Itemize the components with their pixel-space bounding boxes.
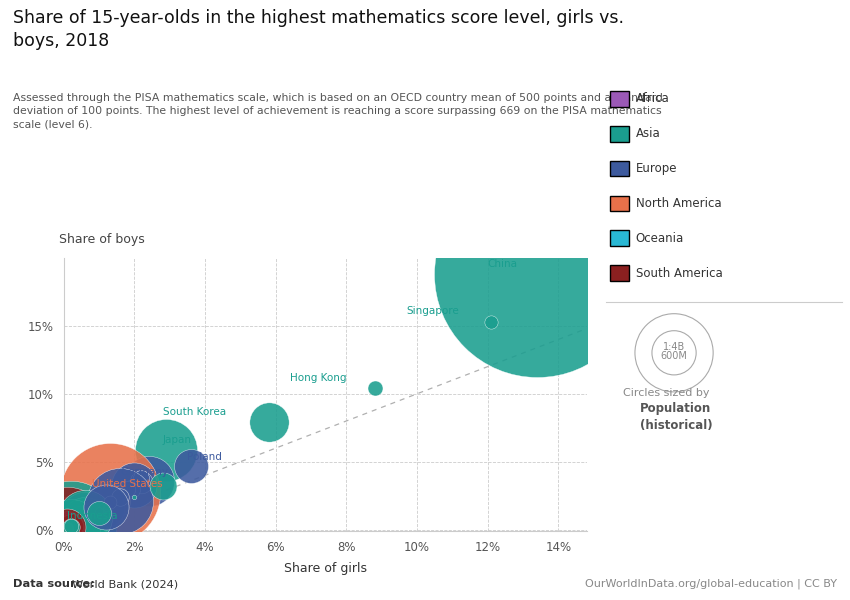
Point: [64, 521, 77, 530]
Text: South Korea: South Korea: [162, 407, 226, 417]
Point: [78, 515, 92, 525]
Point: [96, 503, 110, 513]
Text: 600M: 600M: [660, 351, 688, 361]
Point: [93, 507, 106, 517]
Text: in Data: in Data: [745, 40, 794, 53]
Point: [60, 522, 74, 532]
Point: [262, 418, 275, 427]
Point: [64, 523, 77, 533]
Point: [60, 522, 74, 532]
Point: [60, 523, 74, 533]
X-axis label: Share of girls: Share of girls: [284, 562, 366, 575]
Point: [124, 484, 138, 494]
Point: [64, 521, 77, 530]
Text: North America: North America: [636, 197, 722, 210]
Text: World Bank (2024): World Bank (2024): [72, 579, 178, 589]
Point: [64, 521, 77, 530]
Point: [93, 506, 106, 515]
Point: [99, 502, 113, 511]
Point: [78, 512, 92, 522]
Text: China: China: [488, 259, 518, 269]
Point: [96, 502, 110, 511]
Text: 1:4B: 1:4B: [663, 342, 685, 352]
Point: [82, 511, 95, 521]
Point: [93, 505, 106, 514]
Text: Assessed through the PISA mathematics scale, which is based on an OECD country m: Assessed through the PISA mathematics sc…: [13, 93, 663, 130]
Point: [60, 523, 74, 533]
Point: [110, 496, 123, 506]
Point: [484, 317, 498, 326]
Point: [75, 517, 88, 526]
Text: Poland: Poland: [187, 452, 222, 462]
Point: [75, 514, 88, 524]
Point: [96, 502, 110, 511]
Point: [134, 473, 148, 483]
Point: [368, 383, 382, 393]
Point: [60, 523, 74, 533]
Text: Circles sized by: Circles sized by: [623, 388, 710, 398]
Text: Asia: Asia: [636, 127, 660, 140]
Point: [64, 522, 77, 532]
Point: [67, 520, 81, 529]
Point: [530, 269, 544, 279]
Point: [156, 481, 169, 491]
Point: [60, 523, 74, 533]
Text: Oceania: Oceania: [636, 232, 684, 245]
Point: [60, 522, 74, 532]
Text: Data source:: Data source:: [13, 579, 99, 589]
Point: [93, 506, 106, 515]
Point: [103, 488, 116, 498]
Point: [113, 496, 127, 506]
Point: [85, 509, 99, 518]
Point: [99, 502, 113, 511]
Point: [134, 478, 148, 487]
Point: [93, 509, 106, 518]
Point: [160, 445, 173, 454]
Point: [75, 517, 88, 526]
Text: Share of boys: Share of boys: [59, 233, 144, 246]
Point: [142, 476, 156, 485]
Point: [106, 496, 120, 506]
Point: [128, 492, 141, 502]
Point: [184, 461, 198, 470]
Point: [128, 480, 141, 490]
Text: Germany: Germany: [120, 467, 168, 476]
Point: [99, 503, 113, 513]
Text: Japan: Japan: [162, 436, 191, 445]
Text: Share of 15-year-olds in the highest mathematics score level, girls vs.
boys, 20: Share of 15-year-olds in the highest mat…: [13, 9, 624, 50]
Text: Population
(historical): Population (historical): [640, 402, 712, 432]
Point: [78, 512, 92, 522]
Text: South America: South America: [636, 266, 722, 280]
Point: [60, 523, 74, 533]
Text: Europe: Europe: [636, 162, 677, 175]
Point: [121, 484, 134, 494]
Text: Africa: Africa: [636, 92, 670, 106]
Point: [82, 510, 95, 520]
Point: [60, 523, 74, 533]
Text: Singapore: Singapore: [406, 307, 459, 316]
Point: [113, 490, 127, 499]
Text: United States: United States: [92, 479, 162, 489]
Point: [88, 506, 102, 515]
Text: Our World: Our World: [736, 23, 803, 36]
Text: Hong Kong: Hong Kong: [290, 373, 346, 383]
Point: [113, 492, 127, 502]
Point: [88, 507, 102, 517]
Point: [103, 497, 116, 507]
Text: Indonesia: Indonesia: [67, 511, 118, 521]
Text: OurWorldInData.org/global-education | CC BY: OurWorldInData.org/global-education | CC…: [586, 578, 837, 589]
